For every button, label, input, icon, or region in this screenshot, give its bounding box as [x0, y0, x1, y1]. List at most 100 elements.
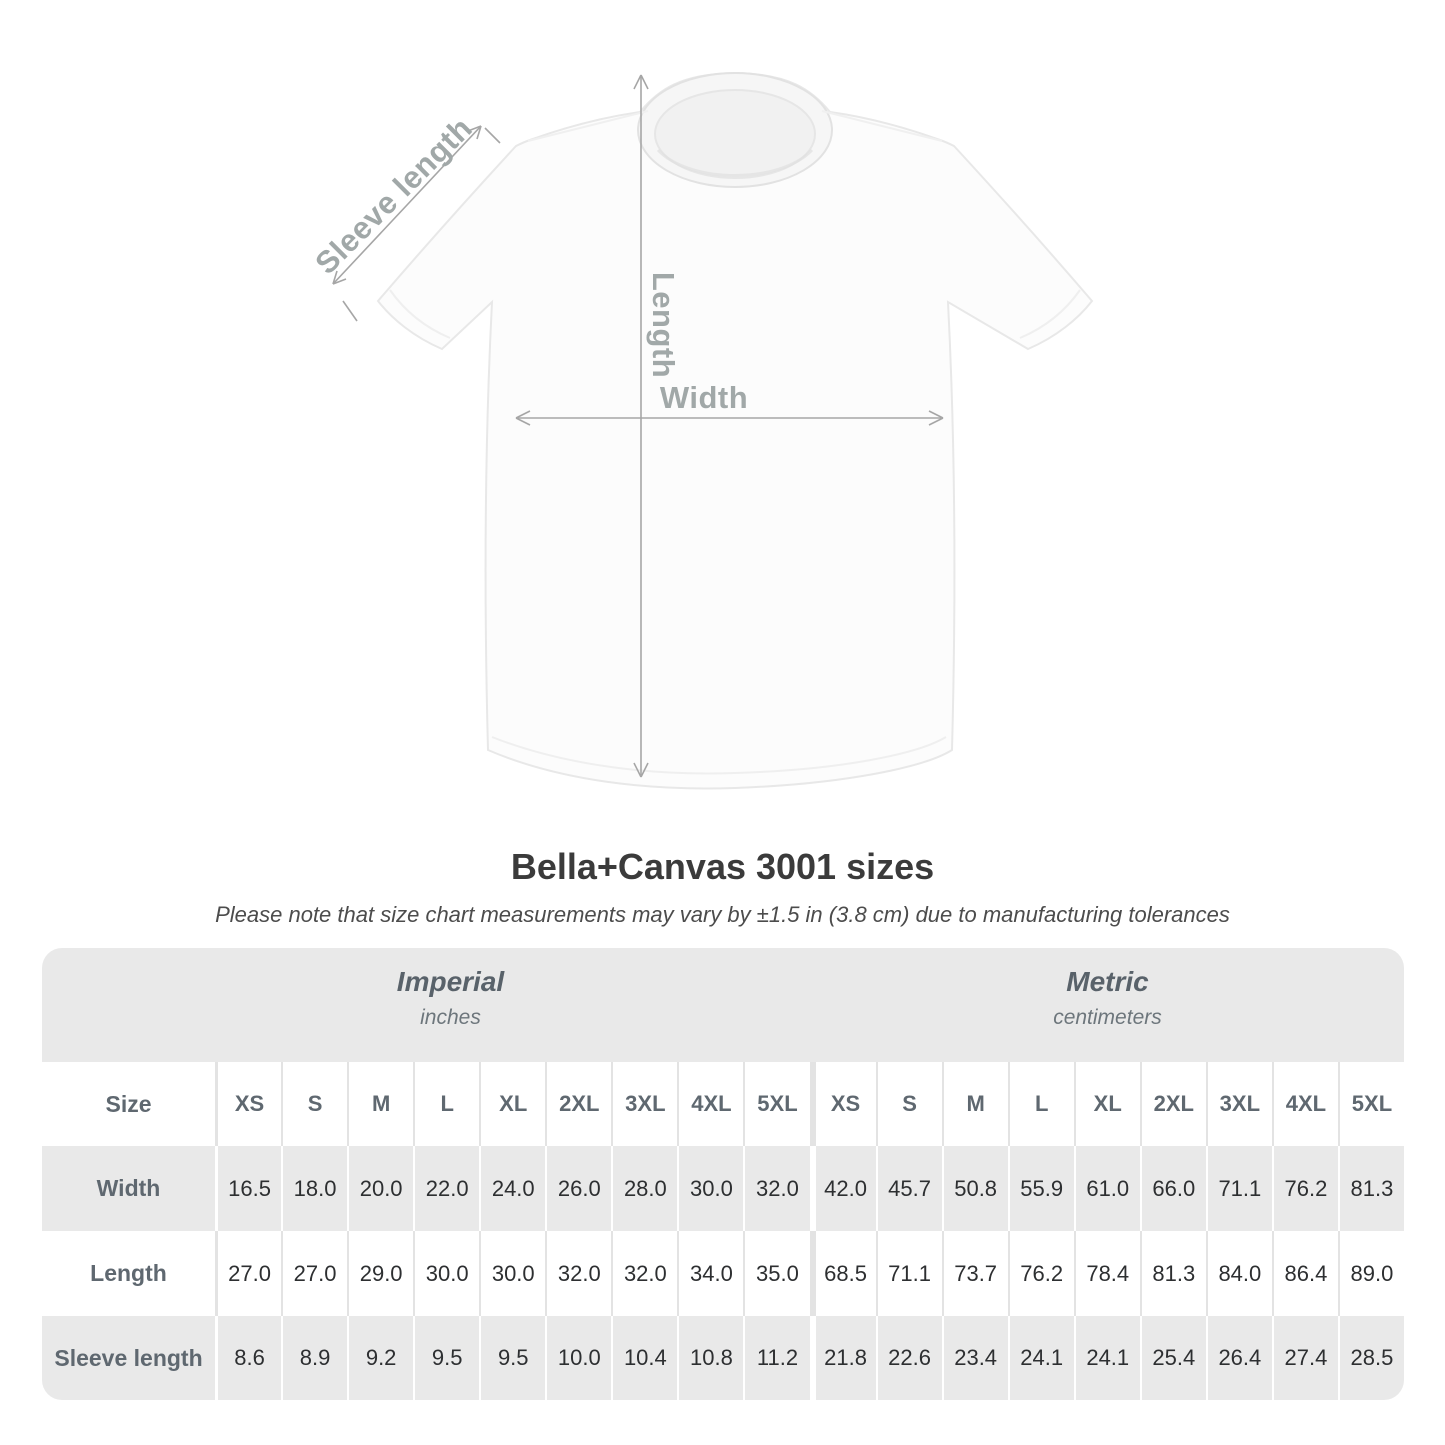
collar-opening — [654, 89, 816, 179]
sleeve-length-arrow — [332, 125, 501, 322]
length-label: Length — [646, 271, 681, 379]
size-header-metric-m: M — [941, 1062, 1008, 1146]
cell-length-metric-l: 76.2 — [1007, 1231, 1074, 1316]
cell-width-imperial-5xl: 32.0 — [743, 1146, 810, 1231]
width-row: Width 16.5 18.0 20.0 22.0 24.0 26.0 28.0 30.0 32… — [42, 1146, 1404, 1231]
size-header-imperial-4xl: 4XL — [677, 1062, 744, 1146]
cell-sleeve-length-imperial-2xl: 10.0 — [545, 1316, 612, 1400]
tshirt-body — [376, 71, 1094, 790]
cell-sleeve-length-metric-4xl: 27.4 — [1271, 1316, 1338, 1400]
cell-sleeve-length-metric-3xl: 26.4 — [1205, 1316, 1272, 1400]
size-header-metric-s: S — [875, 1062, 942, 1146]
right-cuff-seam — [1019, 289, 1081, 339]
cell-sleeve-length-imperial-m: 9.2 — [347, 1316, 414, 1400]
metric-unit: centimeters — [1053, 1006, 1162, 1029]
size-header-imperial-l: L — [413, 1062, 480, 1146]
cell-sleeve-length-metric-l: 24.1 — [1007, 1316, 1074, 1400]
cell-length-metric-xl: 78.4 — [1073, 1231, 1140, 1316]
cell-width-imperial-s: 18.0 — [281, 1146, 348, 1231]
size-column-header: Size — [42, 1062, 215, 1146]
size-header-imperial-m: M — [347, 1062, 414, 1146]
cell-length-metric-2xl: 81.3 — [1139, 1231, 1206, 1316]
cell-width-metric-s: 45.7 — [875, 1146, 942, 1231]
cell-length-metric-m: 73.7 — [941, 1231, 1008, 1316]
cell-width-imperial-xs: 16.5 — [215, 1146, 282, 1231]
metric-title: Metric — [1066, 966, 1149, 997]
width-arrow — [515, 410, 944, 426]
row-label-width: Width — [42, 1146, 215, 1231]
size-header-imperial-2xl: 2XL — [545, 1062, 612, 1146]
size-header-imperial-5xl: 5XL — [743, 1062, 810, 1146]
cell-length-imperial-xl: 30.0 — [479, 1231, 546, 1316]
size-header-imperial-s: S — [281, 1062, 348, 1146]
cell-sleeve-length-imperial-s: 8.9 — [281, 1316, 348, 1400]
cell-length-imperial-2xl: 32.0 — [545, 1231, 612, 1316]
left-shoulder-seam — [527, 110, 649, 142]
cell-sleeve-length-metric-5xl: 28.5 — [1337, 1316, 1404, 1400]
cell-width-metric-xl: 61.0 — [1073, 1146, 1140, 1231]
cell-sleeve-length-imperial-l: 9.5 — [413, 1316, 480, 1400]
cell-length-metric-4xl: 86.4 — [1271, 1231, 1338, 1316]
size-header-imperial-xs: XS — [215, 1062, 282, 1146]
cell-width-imperial-l: 22.0 — [413, 1146, 480, 1231]
cell-width-metric-xs: 42.0 — [809, 1146, 876, 1231]
size-header-metric-xl: XL — [1073, 1062, 1140, 1146]
cell-sleeve-length-metric-xl: 24.1 — [1073, 1316, 1140, 1400]
right-shoulder-seam — [821, 110, 943, 142]
cell-width-metric-2xl: 66.0 — [1139, 1146, 1206, 1231]
metric-group-header: Metric centimeters — [811, 948, 1404, 1062]
size-header-imperial-3xl: 3XL — [611, 1062, 678, 1146]
cell-sleeve-length-metric-s: 22.6 — [875, 1316, 942, 1400]
cell-sleeve-length-imperial-3xl: 10.4 — [611, 1316, 678, 1400]
size-chart-table: Imperial inches Metric centimeters Size … — [42, 948, 1404, 1400]
cell-width-imperial-xl: 24.0 — [479, 1146, 546, 1231]
cell-sleeve-length-imperial-5xl: 11.2 — [743, 1316, 810, 1400]
hem-seam — [491, 736, 947, 775]
collar-inner-shadow — [656, 148, 814, 177]
cell-width-metric-m: 50.8 — [941, 1146, 1008, 1231]
length-row: Length 27.0 27.0 29.0 30.0 30.0 32.0 32.0 34.0 3… — [42, 1231, 1404, 1316]
cell-length-imperial-l: 30.0 — [413, 1231, 480, 1316]
cell-length-imperial-xs: 27.0 — [215, 1231, 282, 1316]
size-header-row: Size XS S M L XL 2XL 3XL 4XL 5XL XS S M L XL 2XL 3XL 4XL… — [42, 1062, 1404, 1146]
size-header-imperial-xl: XL — [479, 1062, 546, 1146]
cell-sleeve-length-imperial-4xl: 10.8 — [677, 1316, 744, 1400]
size-header-metric-2xl: 2XL — [1139, 1062, 1206, 1146]
cell-length-metric-5xl: 89.0 — [1337, 1231, 1404, 1316]
size-header-metric-3xl: 3XL — [1205, 1062, 1272, 1146]
cell-sleeve-length-imperial-xs: 8.6 — [215, 1316, 282, 1400]
cell-sleeve-length-imperial-xl: 9.5 — [479, 1316, 546, 1400]
cell-length-metric-xs: 68.5 — [809, 1231, 876, 1316]
cell-width-metric-5xl: 81.3 — [1337, 1146, 1404, 1231]
cell-width-imperial-2xl: 26.0 — [545, 1146, 612, 1231]
row-label-length: Length — [42, 1231, 215, 1316]
title-block: Bella+Canvas 3001 sizes Please note that… — [0, 846, 1445, 928]
tolerance-note: Please note that size chart measurements… — [215, 902, 1230, 927]
page-title: Bella+Canvas 3001 sizes — [510, 846, 935, 887]
cell-length-imperial-3xl: 32.0 — [611, 1231, 678, 1316]
size-header-metric-xs: XS — [809, 1062, 876, 1146]
left-cuff-seam — [389, 289, 451, 339]
width-label: Width — [659, 380, 749, 415]
imperial-unit: inches — [420, 1006, 481, 1029]
sleeve-length-row: Sleeve length 8.6 8.9 9.2 9.5 9.5 10.0 10.4 10.… — [42, 1316, 1404, 1400]
cell-width-imperial-3xl: 28.0 — [611, 1146, 678, 1231]
size-header-metric-l: L — [1007, 1062, 1074, 1146]
unit-group-header: Imperial inches Metric centimeters — [42, 948, 1404, 1062]
cell-width-metric-4xl: 76.2 — [1271, 1146, 1338, 1231]
cell-sleeve-length-metric-m: 23.4 — [941, 1316, 1008, 1400]
size-header-metric-4xl: 4XL — [1271, 1062, 1338, 1146]
length-arrow — [633, 74, 649, 778]
cell-length-metric-s: 71.1 — [875, 1231, 942, 1316]
cell-width-metric-l: 55.9 — [1007, 1146, 1074, 1231]
imperial-title: Imperial — [396, 966, 505, 997]
tshirt-illustration — [332, 71, 1094, 790]
size-header-metric-5xl: 5XL — [1337, 1062, 1404, 1146]
cell-width-metric-3xl: 71.1 — [1205, 1146, 1272, 1231]
cell-length-imperial-m: 29.0 — [347, 1231, 414, 1316]
tshirt-measurement-diagram: Sleeve length Length Width — [308, 71, 1094, 790]
cell-length-metric-3xl: 84.0 — [1205, 1231, 1272, 1316]
imperial-group-header: Imperial inches — [42, 948, 811, 1062]
cell-width-imperial-m: 20.0 — [347, 1146, 414, 1231]
